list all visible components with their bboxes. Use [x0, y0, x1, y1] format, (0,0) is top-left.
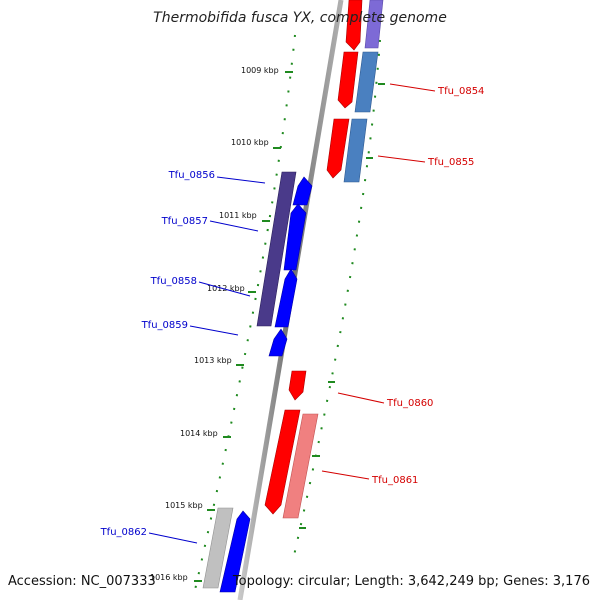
gene-arrow-tfu-0859[interactable]: [268, 328, 288, 357]
kbp-label: 1014 kbp: [180, 429, 218, 438]
kbp-label: 1011 kbp: [219, 211, 257, 220]
genome-info-text: Topology: circular; Length: 3,642,249 bp…: [232, 574, 590, 589]
gene-label-tfu-0861[interactable]: Tfu_0861: [371, 475, 418, 486]
gene-arrow-tfu-0854[interactable]: [337, 51, 359, 109]
label-leader-lines: [148, 83, 436, 544]
kbp-label: 1016 kbp: [150, 573, 188, 582]
gene-band-tfu-0861[interactable]: [282, 413, 319, 519]
gene-band-gray[interactable]: [202, 507, 234, 589]
gene-arrow-tfu-0857[interactable]: [283, 203, 307, 271]
gene-label-tfu-0858[interactable]: Tfu_0858: [150, 276, 197, 287]
gene-band-tfu-0855[interactable]: [343, 118, 368, 183]
kbp-label: 1012 kbp: [207, 284, 245, 293]
gene-arrow-top-purple[interactable]: [364, 0, 384, 49]
gene-label-tfu-0854[interactable]: Tfu_0854: [437, 86, 484, 97]
kbp-label: 1013 kbp: [194, 356, 232, 365]
page-title: Thermobifida fusca YX, complete genome: [153, 10, 447, 26]
kbp-label: 1010 kbp: [231, 138, 269, 147]
kbp-label: 1015 kbp: [165, 501, 203, 510]
gene-label-tfu-0860[interactable]: Tfu_0860: [386, 398, 433, 409]
kbp-label: 1009 kbp: [241, 66, 279, 75]
gene-band-tfu-0854[interactable]: [354, 51, 379, 113]
kbp-tick-marks: [194, 71, 385, 582]
gene-arrow-tfu-0861[interactable]: [264, 409, 301, 515]
gene-arrow-tfu-0862[interactable]: [219, 510, 251, 593]
gene-label-tfu-0859[interactable]: Tfu_0859: [141, 320, 188, 331]
gene-arrow-tfu-0855[interactable]: [326, 118, 350, 179]
gene-arrow-tfu-0858[interactable]: [274, 268, 298, 328]
gene-label-tfu-0857[interactable]: Tfu_0857: [161, 216, 208, 227]
gene-band-rna[interactable]: [256, 171, 297, 327]
gene-arrow-tfu-0856[interactable]: [292, 176, 313, 206]
gene-arrow-top-forward[interactable]: [345, 0, 363, 51]
outer-dotted-ring: [292, 39, 381, 561]
gene-label-tfu-0856[interactable]: Tfu_0856: [168, 170, 215, 181]
gene-label-tfu-0862[interactable]: Tfu_0862: [100, 527, 147, 538]
gene-label-tfu-0855[interactable]: Tfu_0855: [427, 157, 474, 168]
gene-arrow-tfu-0860[interactable]: [288, 370, 307, 401]
accession-text: Accession: NC_007333: [8, 574, 156, 589]
